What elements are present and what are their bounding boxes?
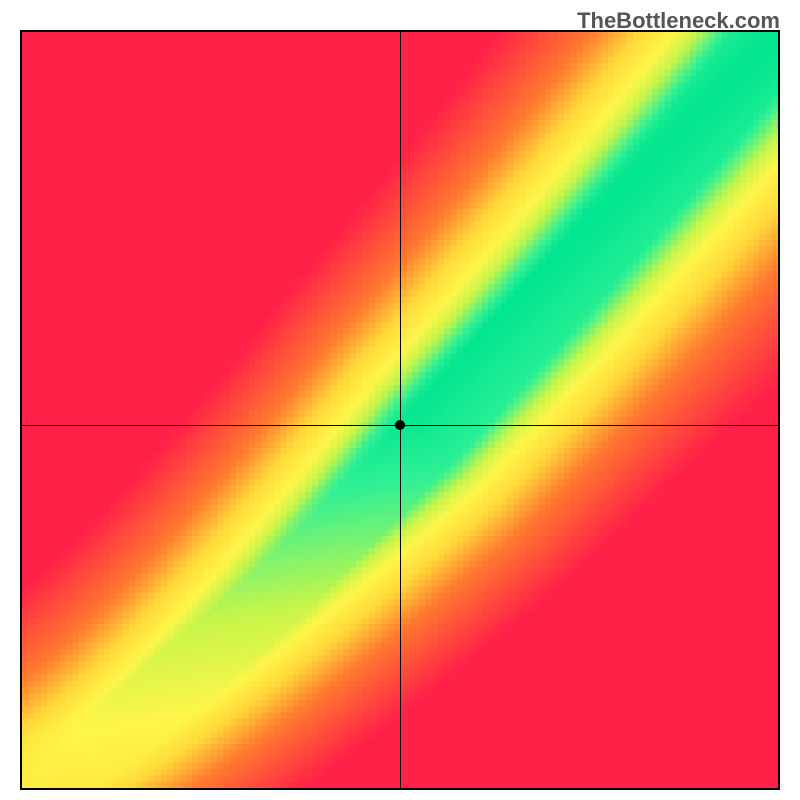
root: TheBottleneck.com bbox=[0, 0, 800, 800]
chart-frame bbox=[20, 30, 780, 790]
watermark-text: TheBottleneck.com bbox=[577, 8, 780, 34]
marker-dot bbox=[395, 420, 405, 430]
crosshair-vertical bbox=[400, 32, 401, 788]
